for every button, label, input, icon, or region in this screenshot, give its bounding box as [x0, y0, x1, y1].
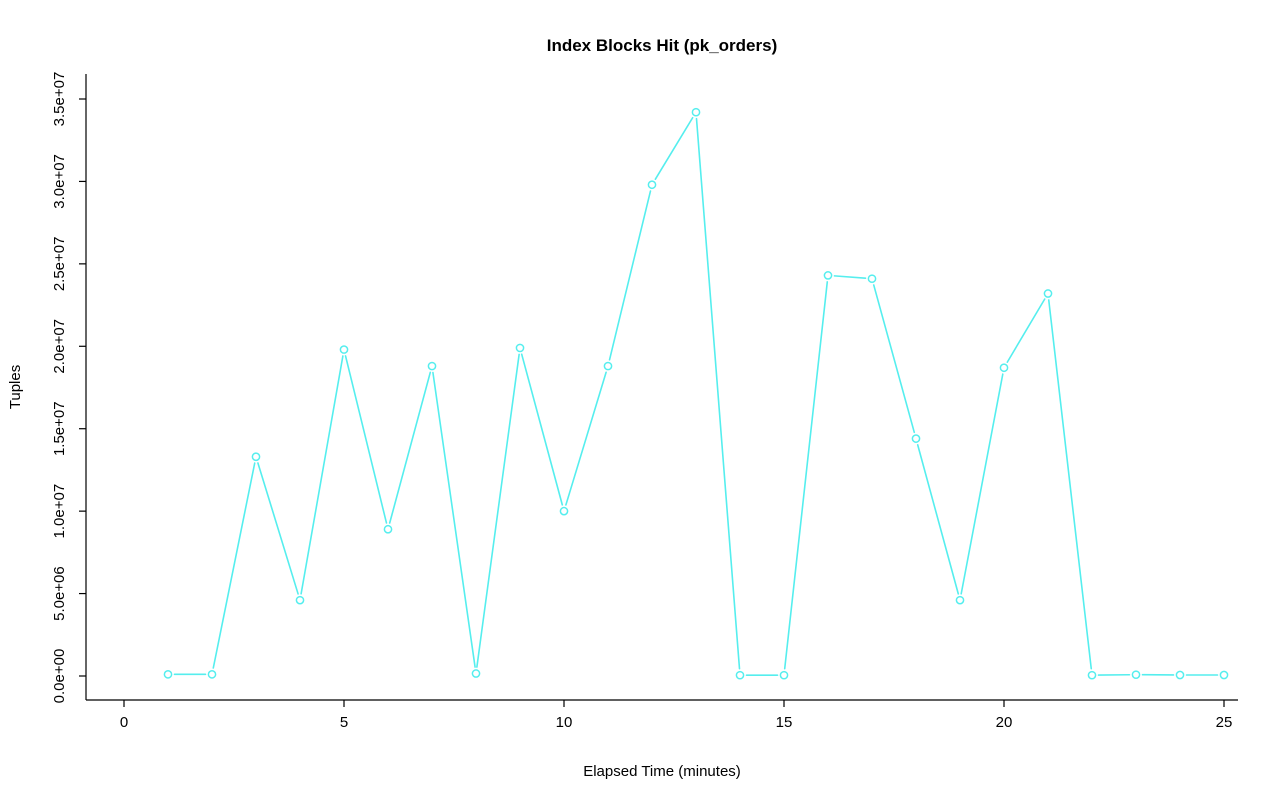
- chart-title: Index Blocks Hit (pk_orders): [547, 36, 778, 55]
- y-tick-label: 3.5e+07: [51, 72, 68, 127]
- data-point-marker: [1175, 670, 1185, 680]
- data-point-marker: [383, 524, 393, 534]
- data-point-marker: [1043, 289, 1053, 298]
- data-point-marker: [867, 274, 877, 284]
- data-point-marker: [339, 345, 349, 354]
- data-point-marker: [999, 363, 1009, 373]
- axes: [85, 74, 1238, 701]
- data-point-marker: [603, 361, 613, 371]
- series-segment: [608, 190, 652, 361]
- series-segment: [300, 355, 344, 595]
- y-tick-label: 2.0e+07: [51, 319, 68, 374]
- series-segment: [520, 353, 564, 506]
- x-axis-label: Elapsed Time (minutes): [583, 763, 741, 780]
- series-segment: [432, 371, 476, 668]
- data-point-marker: [779, 670, 789, 680]
- x-tick-label: 25: [1216, 714, 1233, 731]
- series-segment: [344, 355, 388, 524]
- data-point-marker: [911, 434, 921, 443]
- series-segment: [476, 353, 520, 668]
- series-segment: [916, 444, 960, 595]
- x-tick-label: 10: [556, 714, 573, 731]
- series-segment: [1006, 298, 1046, 363]
- data-point-marker: [559, 506, 569, 516]
- y-tick-label: 3.0e+07: [51, 154, 68, 209]
- y-tick-label: 5.0e+06: [51, 566, 68, 621]
- data-point-marker: [1131, 670, 1141, 680]
- data-point-marker: [427, 361, 437, 371]
- series-segment: [872, 284, 916, 434]
- x-tick-label: 0: [120, 714, 128, 731]
- series-segment: [654, 116, 694, 180]
- data-point-marker: [515, 343, 525, 353]
- series-segment: [960, 373, 1004, 595]
- x-axis-ticks: 0 5 10 15 20 25: [120, 700, 1233, 731]
- x-tick-label: 5: [340, 714, 348, 731]
- data-point-marker: [823, 271, 833, 280]
- series-segment: [388, 371, 432, 524]
- series-segment: [565, 371, 607, 506]
- x-tick-label: 20: [996, 714, 1013, 731]
- y-axis-label: Tuples: [7, 365, 24, 409]
- data-series: [163, 107, 1229, 680]
- y-tick-label: 1.5e+07: [51, 401, 68, 456]
- series-segment: [783, 281, 829, 670]
- series-segment: [695, 117, 741, 670]
- data-point-marker: [163, 670, 173, 679]
- y-tick-label: 2.5e+07: [51, 237, 68, 292]
- series-segment: [1047, 299, 1093, 670]
- data-point-marker: [735, 670, 745, 680]
- data-point-marker: [471, 669, 481, 678]
- data-point-marker: [1219, 670, 1229, 680]
- data-point-marker: [295, 595, 305, 605]
- data-point-marker: [691, 107, 701, 117]
- x-tick-label: 15: [776, 714, 793, 731]
- data-point-marker: [955, 595, 965, 605]
- y-axis-ticks: 0.0e+00 5.0e+06 1.0e+07 1.5e+07 2.0e+07 2.5e+…: [51, 72, 86, 704]
- series-segment: [212, 462, 256, 669]
- series-segment: [257, 462, 299, 595]
- y-tick-label: 0.0e+00: [51, 649, 68, 704]
- data-point-marker: [207, 670, 217, 679]
- y-tick-label: 1.0e+07: [51, 484, 68, 539]
- series-segment: [833, 275, 867, 280]
- data-point-marker: [1087, 670, 1097, 680]
- data-point-marker: [251, 452, 261, 462]
- data-point-marker: [647, 180, 657, 190]
